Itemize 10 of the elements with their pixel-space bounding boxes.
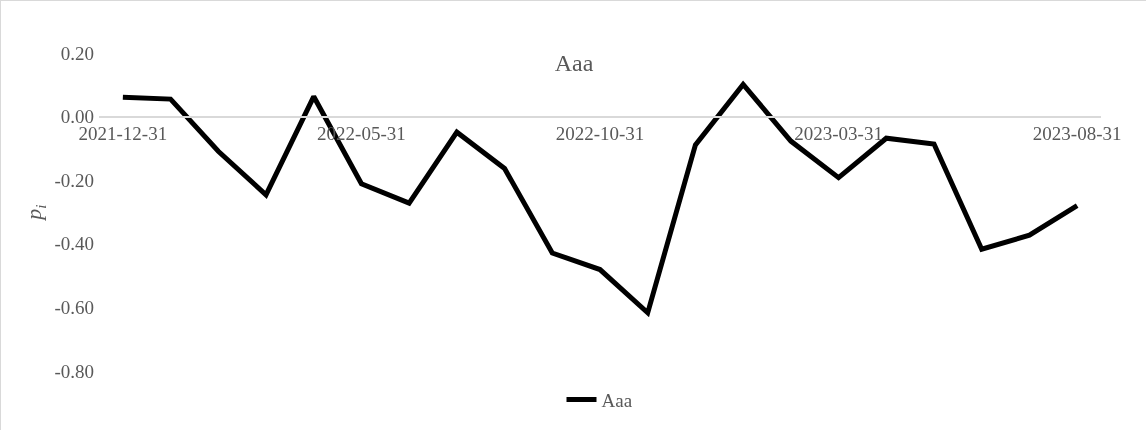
y-tick-label: -0.40 <box>54 233 94 255</box>
y-tick-label: -0.80 <box>54 360 94 382</box>
legend-label: Aaa <box>601 389 633 411</box>
x-tick-label: 2022-10-31 <box>555 123 645 145</box>
y-tick-label: 0.20 <box>60 42 94 64</box>
x-tick-label: 2023-08-31 <box>1032 123 1122 145</box>
x-tick-label: 2023-03-31 <box>794 123 883 145</box>
chart-title: Aaa <box>554 50 594 77</box>
y-tick-label: -0.60 <box>54 297 94 319</box>
y-tick-label: -0.20 <box>54 169 94 191</box>
